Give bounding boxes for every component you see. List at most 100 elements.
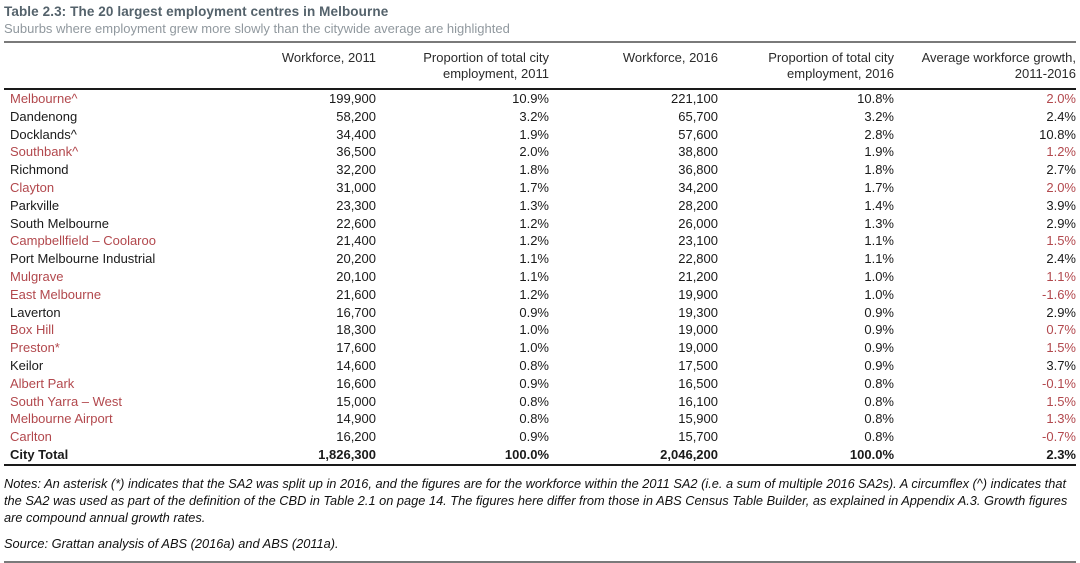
proportion-2016-cell: 1.7% [864, 179, 894, 195]
table-row: Richmond 32,200 1.8% 36,800 1.8% 2.7% [4, 161, 1076, 179]
proportion-2011-cell: 0.8% [519, 393, 549, 409]
proportion-2011-cell: 1.8% [519, 162, 549, 178]
workforce-2016-cell: 15,700 [678, 429, 718, 445]
column-header-suburb [4, 43, 248, 88]
workforce-2011-cell: 23,300 [336, 197, 376, 213]
proportion-2011-cell: 1.1% [519, 268, 549, 284]
workforce-2016-cell: 16,100 [678, 393, 718, 409]
workforce-2011-cell: 1,826,300 [318, 446, 376, 462]
table-row: Port Melbourne Industrial 20,200 1.1% 22… [4, 250, 1076, 268]
growth-cell: 2.4% [1046, 108, 1076, 124]
table-notes: Notes: An asterisk (*) indicates that th… [4, 475, 1068, 525]
workforce-2016-cell: 19,300 [678, 304, 718, 320]
table-header: Workforce, 2011 Proportion of total city… [4, 43, 1076, 88]
growth-cell: 1.5% [1046, 393, 1076, 409]
proportion-2016-cell: 100.0% [849, 446, 894, 462]
suburb-name-cell: Parkville [10, 197, 60, 213]
proportion-2016-cell: 0.9% [864, 304, 894, 320]
proportion-2016-cell: 0.8% [864, 393, 894, 409]
growth-cell: -1.6% [1042, 286, 1076, 302]
workforce-2016-cell: 26,000 [678, 215, 718, 231]
proportion-2016-cell: 1.0% [864, 286, 894, 302]
proportion-2016-cell: 10.8% [857, 91, 894, 106]
table-row: Docklands^ 34,400 1.9% 57,600 2.8% 10.8% [4, 126, 1076, 144]
growth-cell: 1.1% [1046, 268, 1076, 284]
table-row: Melbourne Airport 14,900 0.8% 15,900 0.8… [4, 410, 1076, 428]
suburb-name-cell: East Melbourne [10, 286, 102, 302]
growth-cell: -0.1% [1042, 375, 1076, 391]
table-row: South Yarra – West 15,000 0.8% 16,100 0.… [4, 393, 1076, 411]
proportion-2016-cell: 0.9% [864, 357, 894, 373]
suburb-name-cell: Melbourne Airport [10, 411, 113, 427]
proportion-2016-cell: 1.1% [864, 233, 894, 249]
suburb-name-cell: Richmond [10, 162, 69, 178]
suburb-name-cell: South Yarra – West [10, 393, 123, 409]
proportion-2011-cell: 1.2% [519, 233, 549, 249]
growth-cell: 3.9% [1046, 197, 1076, 213]
workforce-2011-cell: 15,000 [336, 393, 376, 409]
table-row: Box Hill 18,300 1.0% 19,000 0.9% 0.7% [4, 321, 1076, 339]
employment-table: Workforce, 2011 Proportion of total city… [4, 43, 1076, 88]
city-total-row: City Total 1,826,300 100.0% 2,046,200 10… [4, 446, 1076, 464]
proportion-2016-cell: 0.8% [864, 429, 894, 445]
proportion-2016-cell: 2.8% [864, 126, 894, 142]
proportion-2011-cell: 1.7% [519, 179, 549, 195]
proportion-2011-cell: 1.9% [519, 126, 549, 142]
proportion-2011-cell: 0.8% [519, 357, 549, 373]
suburb-name-cell: Box Hill [10, 322, 55, 338]
growth-cell: 2.0% [1046, 91, 1076, 106]
growth-cell: 0.7% [1046, 322, 1076, 338]
suburb-name-cell: City Total [10, 446, 69, 462]
proportion-2016-cell: 0.9% [864, 340, 894, 356]
proportion-2016-cell: 1.0% [864, 268, 894, 284]
proportion-2011-cell: 1.2% [519, 286, 549, 302]
proportion-2011-cell: 1.3% [519, 197, 549, 213]
proportion-2011-cell: 0.9% [519, 375, 549, 391]
suburb-name-cell: Albert Park [10, 375, 75, 391]
workforce-2016-cell: 2,046,200 [660, 446, 718, 462]
workforce-2011-cell: 16,700 [336, 304, 376, 320]
suburb-name-cell: Melbourne^ [10, 91, 78, 106]
column-header-proportion-2016: Proportion of total city employment, 201… [768, 50, 894, 81]
table-row: Southbank^ 36,500 2.0% 38,800 1.9% 1.2% [4, 143, 1076, 161]
workforce-2011-cell: 22,600 [336, 215, 376, 231]
workforce-2011-cell: 20,200 [336, 251, 376, 267]
workforce-2011-cell: 14,600 [336, 357, 376, 373]
workforce-2011-cell: 199,900 [329, 91, 376, 106]
growth-cell: 2.9% [1046, 304, 1076, 320]
table-row: Albert Park 16,600 0.9% 16,500 0.8% -0.1… [4, 375, 1076, 393]
table-row: Clayton 31,000 1.7% 34,200 1.7% 2.0% [4, 179, 1076, 197]
table-title: Table 2.3: The 20 largest employment cen… [4, 4, 389, 19]
workforce-2016-cell: 22,800 [678, 251, 718, 267]
workforce-2011-cell: 14,900 [336, 411, 376, 427]
suburb-name-cell: Carlton [10, 429, 52, 445]
workforce-2016-cell: 28,200 [678, 197, 718, 213]
workforce-2016-cell: 19,000 [678, 340, 718, 356]
growth-cell: 2.4% [1046, 251, 1076, 267]
proportion-2011-cell: 0.8% [519, 411, 549, 427]
table-row: East Melbourne 21,600 1.2% 19,900 1.0% -… [4, 286, 1076, 304]
workforce-2011-cell: 16,600 [336, 375, 376, 391]
table-row: Preston* 17,600 1.0% 19,000 0.9% 1.5% [4, 339, 1076, 357]
total-divider [4, 463, 1076, 466]
proportion-2016-cell: 0.9% [864, 322, 894, 338]
growth-cell: 2.9% [1046, 215, 1076, 231]
header-divider [4, 88, 1076, 90]
workforce-2016-cell: 21,200 [678, 268, 718, 284]
suburb-name-cell: Clayton [10, 179, 55, 195]
proportion-2016-cell: 1.8% [864, 162, 894, 178]
table-subtitle: Suburbs where employment grew more slowl… [4, 21, 510, 36]
workforce-2016-cell: 19,000 [678, 322, 718, 338]
workforce-2011-cell: 16,200 [336, 429, 376, 445]
proportion-2016-cell: 1.4% [864, 197, 894, 213]
growth-cell: 1.5% [1046, 340, 1076, 356]
suburb-name-cell: Port Melbourne Industrial [10, 251, 156, 267]
suburb-name-cell: Laverton [10, 304, 61, 320]
suburb-name-cell: Mulgrave [10, 268, 64, 284]
table-source: Source: Grattan analysis of ABS (2016a) … [4, 535, 339, 551]
employment-table-body: Melbourne^ 199,900 10.9% 221,100 10.8% 2… [4, 90, 1076, 464]
table-row: Dandenong 58,200 3.2% 65,700 3.2% 2.4% [4, 108, 1076, 126]
suburb-name-cell: Campbellfield – Coolaroo [10, 233, 156, 249]
proportion-2011-cell: 3.2% [519, 108, 549, 124]
workforce-2011-cell: 18,300 [336, 322, 376, 338]
